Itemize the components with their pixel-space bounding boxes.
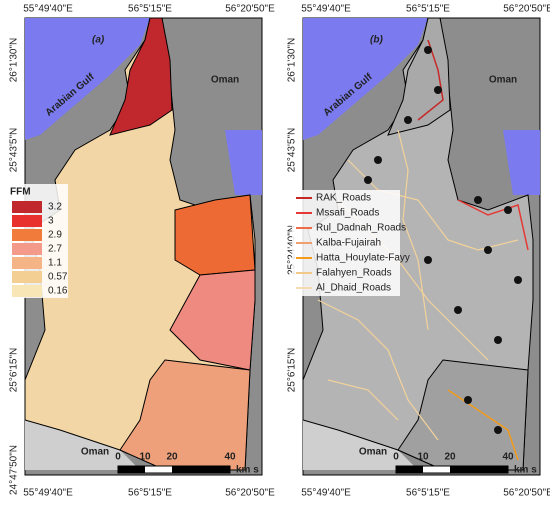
scale-label: 0 [115, 452, 121, 463]
axis-label: 56°5'15"E [406, 4, 450, 15]
scale-label: 20 [444, 452, 456, 463]
point [484, 246, 492, 254]
axis-label: 56°20'50"E [225, 488, 275, 499]
point [514, 276, 522, 284]
legend-label: 0.57 [48, 272, 68, 283]
legend-label: 1.1 [48, 258, 62, 269]
place-label: Oman [359, 447, 387, 458]
legend-label: Rul_Dadnah_Roads [316, 223, 406, 234]
axis-label: 25°43'5"N [287, 128, 298, 173]
point [464, 396, 472, 404]
scale-bar [450, 466, 508, 473]
axis-label: 24°47'50"N [9, 445, 20, 495]
legend-label: Falahyen_Roads [316, 268, 392, 279]
point [364, 176, 372, 184]
legend-title: FFM [10, 187, 31, 198]
axis-label: 25°6'15"N [287, 348, 298, 393]
legend-swatch [12, 243, 42, 255]
place-label: Oman [211, 75, 239, 86]
legend-swatch [12, 215, 42, 227]
scale-unit: km s [236, 465, 259, 476]
point [374, 156, 382, 164]
scale-label: 10 [417, 452, 429, 463]
scale-bar [396, 466, 423, 473]
road [447, 389, 519, 461]
scale-label: 40 [502, 452, 514, 463]
axis-label: 55°49'40"E [301, 488, 351, 499]
scale-label: 10 [139, 452, 151, 463]
axis-label: 56°20'50"E [503, 488, 550, 499]
axis-label: 25°43'5"N [9, 128, 20, 173]
panel-label: (b) [370, 35, 383, 46]
place-label: Oman [489, 75, 517, 86]
legend-label: 3 [48, 216, 54, 227]
legend-label: 2.7 [48, 244, 62, 255]
legend-label: Al_Dhaid_Roads [316, 283, 391, 294]
scale-label: 20 [166, 452, 178, 463]
axis-label: 56°5'15"E [128, 488, 172, 499]
point [494, 336, 502, 344]
axis-label: 56°20'50"E [503, 4, 550, 15]
point [504, 206, 512, 214]
axis-label: 56°5'15"E [128, 4, 172, 15]
legend-swatch [12, 285, 42, 297]
points [364, 46, 522, 434]
scale-unit: km s [514, 465, 537, 476]
legend-swatch [12, 229, 42, 241]
axis-label: 25°6'15"N [9, 348, 20, 393]
road [397, 129, 429, 331]
road [327, 379, 399, 421]
legend-label: Hatta_Houylate-Fayy [316, 253, 410, 264]
legend-label: RAK_Roads [316, 193, 371, 204]
legend-swatch [12, 201, 42, 213]
region [174, 194, 256, 276]
axis-label: 26°1'30"N [9, 38, 20, 83]
point [434, 86, 442, 94]
point [474, 196, 482, 204]
road [457, 199, 529, 251]
scale-bar [172, 466, 230, 473]
legend-label: 0.16 [48, 286, 68, 297]
axis-label: 56°5'15"E [406, 488, 450, 499]
road [417, 39, 444, 121]
point [494, 426, 502, 434]
road [317, 299, 439, 441]
axis-label: 26°1'30"N [287, 38, 298, 83]
panel-label: (a) [92, 35, 105, 46]
scale-label: 40 [224, 452, 236, 463]
legend-label: 3.2 [48, 202, 62, 213]
legend-swatch [12, 257, 42, 269]
point [404, 116, 412, 124]
legend-label: 2.9 [48, 230, 62, 241]
axis-label: 55°49'40"E [301, 4, 351, 15]
point [424, 46, 432, 54]
point [454, 306, 462, 314]
axis-label: 55°49'40"E [23, 488, 73, 499]
legend-label: Mssafi_Roads [316, 208, 379, 219]
scale-label: 0 [393, 452, 399, 463]
axis-label: 55°49'40"E [23, 4, 73, 15]
legend-label: Kalba-Fujairah [316, 238, 381, 249]
scale-bar [118, 466, 145, 473]
place-label: Oman [81, 447, 109, 458]
legend-swatch [12, 271, 42, 283]
point [424, 256, 432, 264]
axis-label: 56°20'50"E [225, 4, 275, 15]
